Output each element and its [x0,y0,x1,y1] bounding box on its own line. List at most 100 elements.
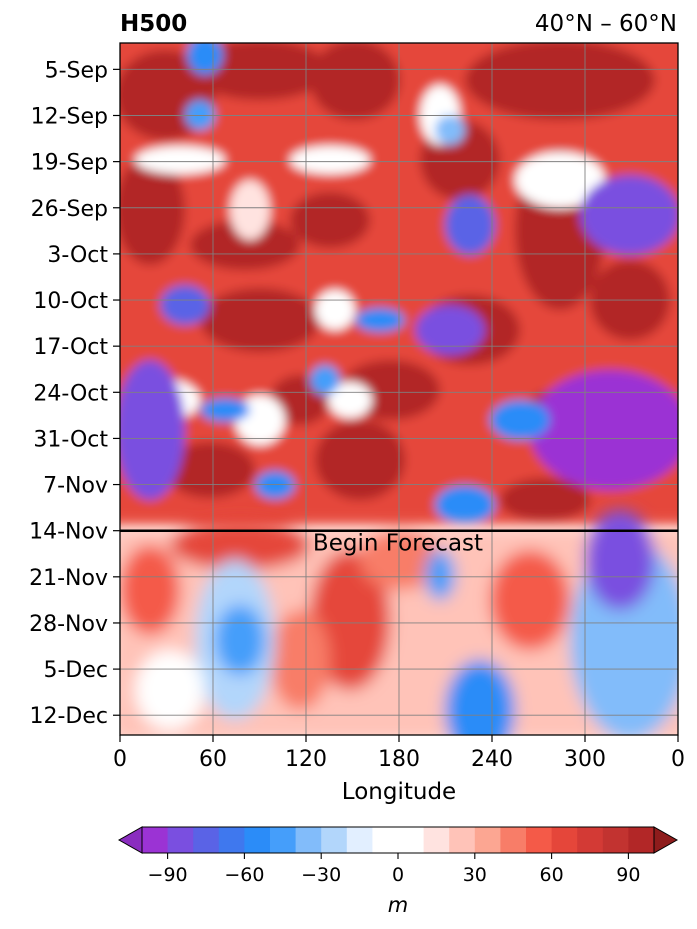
field-blob [120,360,185,500]
field-blob [135,650,205,730]
colorbar-swatch [526,827,553,853]
field-historical [120,43,678,527]
field-blob [200,398,250,422]
x-tick-label: 300 [564,747,606,772]
y-tick-label: 31-Oct [33,427,108,452]
colorbar-swatch [474,827,501,853]
chart-title-left: H500 [120,11,187,37]
colorbar-tick-label: 0 [392,864,404,886]
field-blob [215,605,265,675]
x-axis: 0 60 120 180 240 300 0 [113,735,685,772]
colorbar-swatch [218,827,245,853]
field-blob [490,550,570,650]
field-blob [310,43,400,120]
y-tick-label: 5-Dec [43,658,108,683]
x-tick-label: 240 [471,747,513,772]
x-tick-label: 120 [285,747,327,772]
colorbar-swatch [167,827,194,853]
colorbar-swatch [244,827,271,853]
colorbar-swatch [193,827,220,853]
field-blob [185,100,215,130]
y-tick-label: 12-Dec [29,704,108,729]
colorbar-swatch [295,827,322,853]
x-tick-label: 0 [113,747,127,772]
field-blob [425,550,455,600]
x-tick-label: 180 [378,747,420,772]
field-blob [435,485,495,525]
colorbar-extend-over [653,826,679,854]
field-blob [445,660,515,735]
colorbar-swatch [628,827,655,853]
colorbar-swatch [372,827,399,853]
y-axis: 5-Sep 12-Sep 19-Sep 26-Sep 3-Oct 10-Oct 17-Oct… [29,58,120,729]
field-blob [135,146,225,174]
y-tick-label: 17-Oct [33,335,108,360]
x-tick-label: 0 [671,747,685,772]
colorbar-swatch [321,827,348,853]
y-tick-label: 5-Sep [45,58,108,83]
field-blob [270,610,330,710]
colorbar-swatch [142,827,169,853]
colorbar-swatch [449,827,476,853]
field-blob [445,195,495,255]
colorbar-tick-label: 90 [616,864,640,886]
field-blob [500,478,590,522]
field-blob [530,370,678,490]
colorbar-label: m [388,893,408,917]
chart-title-right: 40°N – 60°N [535,11,677,37]
field-blob [490,400,550,440]
field-blob [360,530,440,590]
colorbar-swatch [346,827,373,853]
y-tick-label: 12-Sep [31,104,108,129]
colorbar-swatch [423,827,450,853]
field-blob [190,43,330,100]
y-tick-label: 10-Oct [33,289,108,314]
field-blob [165,442,255,498]
colorbar-tick-label: −30 [301,864,341,886]
field-blob [290,192,370,248]
colorbar-swatch [577,827,604,853]
colorbar-swatch [398,827,425,853]
forecast-annotation: Begin Forecast [313,531,483,557]
colorbar-swatch [500,827,527,853]
colorbar-tick-label: 30 [463,864,487,886]
colorbar-tick-label: −60 [224,864,264,886]
y-tick-label: 24-Oct [33,381,108,406]
y-tick-label: 19-Sep [31,151,108,176]
y-tick-label: 28-Nov [29,612,108,637]
field-blob [120,545,180,635]
field-blob [120,155,185,265]
y-tick-label: 14-Nov [29,520,108,545]
field-blob [415,305,485,355]
colorbar-swatch [602,827,629,853]
colorbar-tick-label: −90 [148,864,188,886]
field-blob [435,115,465,145]
field-blob [190,220,300,270]
field-blob [355,308,405,332]
field-blob [328,382,372,418]
colorbar: −90 −60 −30 0 30 60 90 [117,826,679,886]
y-tick-label: 26-Sep [31,197,108,222]
y-tick-label: 7-Nov [43,474,108,499]
field-blob [515,152,605,208]
field-blob [465,43,655,120]
field-blob [310,550,390,690]
grid [120,43,678,735]
field-blob [230,180,270,240]
field-blob [580,175,678,255]
x-axis-label: Longitude [342,779,456,805]
field-blob [160,285,210,325]
colorbar-extend-under [117,826,143,854]
field-blob [187,43,223,75]
field-blob [315,290,355,330]
colorbar-tick-label: 60 [540,864,564,886]
colorbar-swatch [270,827,297,853]
colorbar-swatch [551,827,578,853]
field-blob [200,288,320,352]
y-tick-label: 3-Oct [47,243,108,268]
x-tick-label: 60 [199,747,227,772]
field-blob [310,365,340,395]
y-tick-label: 21-Nov [29,566,108,591]
plot-area [120,43,678,735]
